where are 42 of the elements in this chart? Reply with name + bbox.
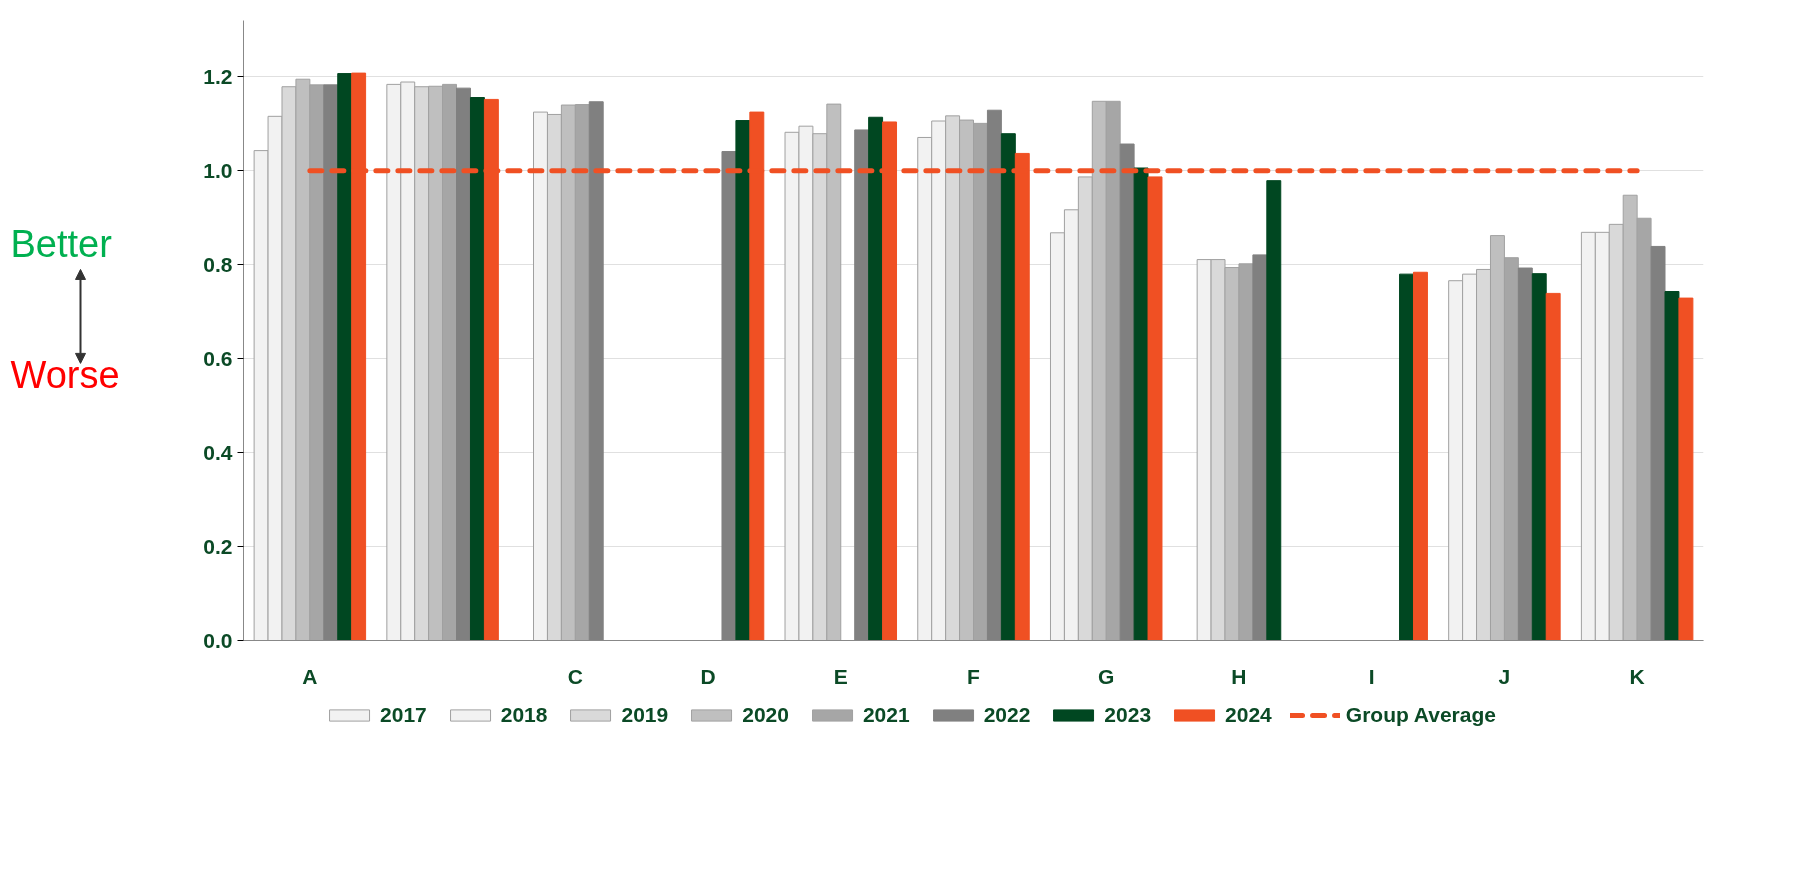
bar: [337, 73, 353, 641]
y-tick-label: 0.0: [203, 628, 233, 652]
legend-label: Group Average: [1345, 703, 1496, 727]
bar: [469, 97, 485, 641]
bar: [735, 120, 751, 641]
x-tick-label: A: [302, 664, 318, 688]
bar: [1412, 271, 1428, 641]
bar: [1266, 180, 1282, 641]
y-tick-label: 0.6: [203, 346, 233, 370]
y-tick-label: 0.4: [203, 440, 233, 464]
legend-label: 2021: [862, 703, 910, 727]
legend-label: 2023: [1104, 703, 1152, 727]
x-tick-label: F: [967, 664, 981, 688]
legend-label: 2017: [380, 703, 427, 727]
text: Worse: [10, 354, 120, 397]
bar: [1147, 176, 1163, 641]
bar: [1678, 297, 1694, 641]
x-tick-label: G: [1098, 664, 1115, 688]
x-tick-label: K: [1629, 664, 1645, 688]
bar: [1664, 291, 1680, 641]
x-tick-label: I: [1368, 664, 1375, 688]
bar: [1531, 273, 1547, 641]
x-tick-label: C: [567, 664, 583, 688]
text: Better: [10, 222, 113, 265]
y-tick-label: 0.2: [203, 534, 233, 558]
bar: [1545, 292, 1561, 641]
x-tick-label: D: [700, 664, 716, 688]
bar: [1000, 133, 1016, 641]
x-tick-label: E: [833, 664, 848, 688]
y-tick-label: 1.2: [203, 64, 233, 88]
y-tick-label: 0.8: [203, 252, 233, 276]
bar: [1399, 273, 1414, 641]
x-tick-label: H: [1231, 664, 1247, 688]
bar: [1133, 167, 1149, 641]
bar: [868, 116, 884, 641]
x-tick-label: J: [1498, 664, 1511, 688]
legend-label: 2018: [500, 703, 548, 727]
legend-label: 2022: [983, 703, 1031, 727]
y-tick-label: 1.0: [203, 158, 233, 182]
legend-label: 2024: [1225, 703, 1272, 727]
legend-label: 2020: [742, 703, 789, 727]
legend-label: 2019: [621, 703, 669, 727]
